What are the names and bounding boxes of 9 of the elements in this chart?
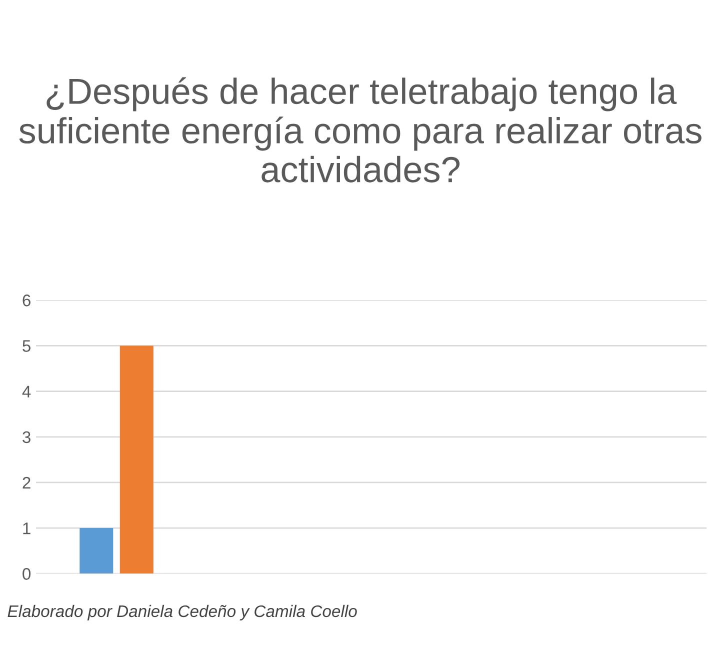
y-tick-label: 5 <box>22 340 30 352</box>
text: Elaborado por Daniela Cedeño y Camila Coello <box>8 604 357 620</box>
y-tick-label: 4 <box>22 386 31 398</box>
y-tick-label: 6 <box>22 294 30 306</box>
chart-title: ¿Después de hacer teletrabajo tengo la suficiente energía como para realizar otras actividades? <box>19 77 702 182</box>
y-tick-label: 2 <box>22 476 30 488</box>
y-tick-label: 3 <box>22 431 30 444</box>
y-tick-label: 1 <box>23 522 30 534</box>
y-tick-label: 0 <box>22 568 31 580</box>
